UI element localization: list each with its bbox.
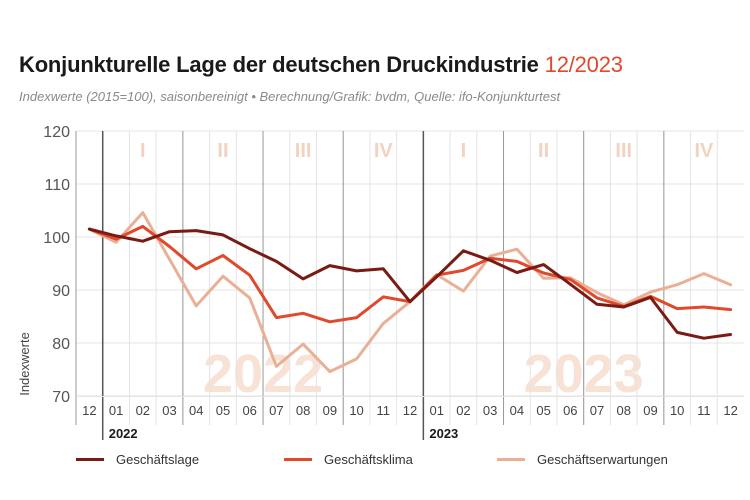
x-tick-label-0: 12 — [82, 403, 96, 418]
quarter-label-4: I — [461, 140, 467, 162]
x-tick-label-13: 01 — [429, 403, 443, 418]
chart-title: Konjunkturelle Lage der deutschen Drucki… — [19, 52, 623, 78]
quarter-label-2: III — [295, 140, 312, 162]
quarter-label-6: III — [615, 140, 632, 162]
quarter-label-5: II — [538, 140, 549, 162]
y-tick-label-90: 90 — [52, 283, 70, 300]
chart-legend: Geschäftslage Geschäftsklima Geschäftser… — [0, 452, 750, 474]
y-tick-label-100: 100 — [43, 230, 70, 247]
x-tick-label-5: 05 — [216, 403, 230, 418]
series-line-geschaeftslage — [87, 227, 733, 340]
x-tick-label-15: 03 — [483, 403, 497, 418]
year-label-2023: 2023 — [429, 426, 458, 441]
x-tick-label-20: 08 — [617, 403, 631, 418]
x-tick-label-17: 05 — [536, 403, 550, 418]
legend-swatch-geschaeftslage — [76, 458, 104, 461]
x-tick-label-14: 02 — [456, 403, 470, 418]
y-axis-title: Indexwerte — [17, 332, 32, 396]
x-tick-label-22: 10 — [670, 403, 684, 418]
legend-label-geschaeftserwartungen: Geschäftserwartungen — [537, 452, 668, 467]
quarter-label-7: IV — [694, 140, 714, 162]
x-tick-label-6: 06 — [242, 403, 256, 418]
y-tick-label-80: 80 — [52, 336, 70, 353]
y-tick-label-120: 120 — [43, 124, 70, 141]
x-tick-label-12: 12 — [403, 403, 417, 418]
quarter-label-0: I — [140, 140, 146, 162]
x-tick-label-16: 04 — [510, 403, 524, 418]
chart-title-text: Konjunkturelle Lage der deutschen Drucki… — [19, 52, 539, 77]
legend-item-geschaeftslage: Geschäftslage — [76, 452, 199, 467]
year-label-2022: 2022 — [109, 426, 138, 441]
x-tick-label-19: 07 — [590, 403, 604, 418]
x-tick-label-11: 11 — [377, 403, 391, 418]
x-tick-label-3: 03 — [162, 403, 176, 418]
x-tick-label-10: 10 — [349, 403, 363, 418]
legend-item-geschaeftserwartungen: Geschäftserwartungen — [497, 452, 668, 467]
y-tick-label-70: 70 — [52, 389, 70, 406]
quarter-label-1: II — [217, 140, 228, 162]
legend-swatch-geschaeftsklima — [284, 458, 312, 461]
chart-title-date: 12/2023 — [544, 52, 623, 77]
legend-item-geschaeftsklima: Geschäftsklima — [284, 452, 413, 467]
chart-subtitle: Indexwerte (2015=100), saisonbereinigt •… — [19, 89, 561, 104]
y-tick-label-110: 110 — [44, 177, 70, 194]
x-tick-label-21: 09 — [643, 403, 657, 418]
x-tick-label-7: 07 — [269, 403, 283, 418]
x-tick-label-8: 08 — [296, 403, 310, 418]
x-tick-label-18: 06 — [563, 403, 577, 418]
series-line-geschaeftsklima — [87, 224, 733, 324]
x-tick-label-9: 09 — [323, 403, 337, 418]
quarter-label-3: IV — [374, 140, 394, 162]
legend-label-geschaeftsklima: Geschäftsklima — [324, 452, 413, 467]
legend-label-geschaeftslage: Geschäftslage — [116, 452, 200, 467]
x-tick-label-4: 04 — [189, 403, 203, 418]
x-tick-label-23: 11 — [697, 403, 711, 418]
x-tick-label-24: 12 — [723, 403, 737, 418]
x-tick-label-2: 02 — [136, 403, 150, 418]
legend-swatch-geschaeftserwartungen — [497, 458, 525, 461]
x-tick-label-1: 01 — [109, 403, 123, 418]
